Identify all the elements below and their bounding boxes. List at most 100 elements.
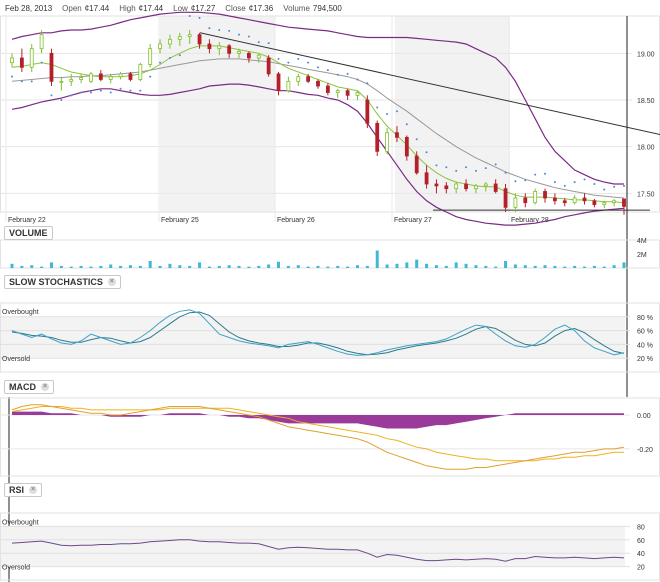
close-icon[interactable]: × xyxy=(29,486,38,494)
candle-body[interactable] xyxy=(286,80,291,92)
volume-bar[interactable] xyxy=(277,261,281,268)
volume-bar[interactable] xyxy=(168,263,172,268)
volume-bar[interactable] xyxy=(247,266,251,268)
candle-body[interactable] xyxy=(414,155,419,174)
candle-body[interactable] xyxy=(207,43,212,50)
volume-bar[interactable] xyxy=(148,261,152,268)
volume-bar[interactable] xyxy=(365,265,369,268)
candle-body[interactable] xyxy=(483,183,488,187)
candle-body[interactable] xyxy=(493,183,498,192)
volume-bar[interactable] xyxy=(188,265,192,268)
trendline[interactable] xyxy=(199,32,660,136)
candle-body[interactable] xyxy=(227,45,232,54)
candle-body[interactable] xyxy=(10,57,14,64)
candle-body[interactable] xyxy=(138,64,143,80)
candle-body[interactable] xyxy=(19,57,24,68)
volume-bar[interactable] xyxy=(89,266,93,268)
volume-bar[interactable] xyxy=(533,265,537,268)
volume-bar[interactable] xyxy=(513,264,517,269)
volume-bar[interactable] xyxy=(484,265,488,268)
candle-body[interactable] xyxy=(98,73,103,80)
volume-bar[interactable] xyxy=(10,263,14,268)
candle-body[interactable] xyxy=(572,197,577,204)
volume-bar[interactable] xyxy=(128,265,132,268)
volume-bar[interactable] xyxy=(207,266,211,268)
volume-bar[interactable] xyxy=(583,266,587,268)
volume-bar[interactable] xyxy=(178,265,182,268)
close-icon[interactable]: × xyxy=(107,278,116,286)
candle-body[interactable] xyxy=(562,200,567,204)
volume-bar[interactable] xyxy=(474,265,478,268)
volume-bar[interactable] xyxy=(573,265,577,268)
volume-bar[interactable] xyxy=(504,261,508,268)
candle-body[interactable] xyxy=(69,79,74,82)
volume-bar[interactable] xyxy=(59,265,63,268)
volume-bar[interactable] xyxy=(454,262,458,268)
candle-body[interactable] xyxy=(335,90,340,93)
volume-bar[interactable] xyxy=(40,266,44,268)
volume-bar[interactable] xyxy=(622,262,626,268)
volume-bar[interactable] xyxy=(198,262,202,268)
volume-bar[interactable] xyxy=(99,265,103,268)
candle-body[interactable] xyxy=(434,183,439,187)
candle-body[interactable] xyxy=(553,197,557,202)
volume-bar[interactable] xyxy=(306,266,310,268)
candle-body[interactable] xyxy=(89,73,93,82)
volume-bar[interactable] xyxy=(20,265,24,268)
volume-bar[interactable] xyxy=(49,262,53,268)
candle-body[interactable] xyxy=(602,202,607,205)
candle-body[interactable] xyxy=(39,34,44,50)
candle-body[interactable] xyxy=(582,197,587,202)
candle-body[interactable] xyxy=(247,52,251,59)
candle-body[interactable] xyxy=(543,191,547,199)
candle-body[interactable] xyxy=(464,183,468,190)
candle-body[interactable] xyxy=(49,52,54,82)
candle-body[interactable] xyxy=(444,185,449,190)
stochastics-panel-tag[interactable]: SLOW STOCHASTICS × xyxy=(4,275,121,289)
volume-bar[interactable] xyxy=(346,266,350,268)
volume-bar[interactable] xyxy=(267,264,271,269)
candle-body[interactable] xyxy=(237,51,241,54)
candle-body[interactable] xyxy=(158,43,162,50)
candle-body[interactable] xyxy=(523,197,528,204)
volume-bar[interactable] xyxy=(434,265,438,268)
volume-bar[interactable] xyxy=(326,266,330,268)
volume-bar[interactable] xyxy=(227,265,231,268)
candle-body[interactable] xyxy=(29,48,34,68)
volume-bar[interactable] xyxy=(355,265,359,268)
candle-body[interactable] xyxy=(345,90,350,96)
candle-body[interactable] xyxy=(622,198,626,207)
candle-body[interactable] xyxy=(316,80,320,87)
volume-bar[interactable] xyxy=(138,265,142,268)
candle-body[interactable] xyxy=(266,57,271,75)
candle-body[interactable] xyxy=(513,197,518,208)
volume-bar[interactable] xyxy=(375,250,379,269)
candle-body[interactable] xyxy=(395,132,399,138)
volume-bar[interactable] xyxy=(286,265,290,268)
candle-body[interactable] xyxy=(404,136,409,157)
candle-body[interactable] xyxy=(187,34,192,37)
candle-body[interactable] xyxy=(296,76,301,82)
candle-body[interactable] xyxy=(217,45,222,50)
candle-body[interactable] xyxy=(424,172,429,185)
candle-body[interactable] xyxy=(365,99,370,124)
candle-body[interactable] xyxy=(59,80,64,83)
volume-bar[interactable] xyxy=(385,264,389,269)
volume-bar[interactable] xyxy=(612,265,616,268)
candle-body[interactable] xyxy=(355,92,360,96)
candle-body[interactable] xyxy=(325,85,330,93)
candle-body[interactable] xyxy=(128,73,133,80)
volume-bar[interactable] xyxy=(602,266,606,268)
rsi-panel-tag[interactable]: RSI × xyxy=(4,483,43,497)
volume-bar[interactable] xyxy=(79,265,83,268)
volume-bar[interactable] xyxy=(395,263,399,268)
volume-bar[interactable] xyxy=(405,262,409,268)
candle-body[interactable] xyxy=(168,38,172,45)
volume-bar[interactable] xyxy=(553,265,557,268)
candle-body[interactable] xyxy=(276,73,281,92)
candle-body[interactable] xyxy=(612,200,617,204)
candle-body[interactable] xyxy=(256,54,261,59)
volume-bar[interactable] xyxy=(543,265,547,268)
volume-bar[interactable] xyxy=(296,265,300,268)
